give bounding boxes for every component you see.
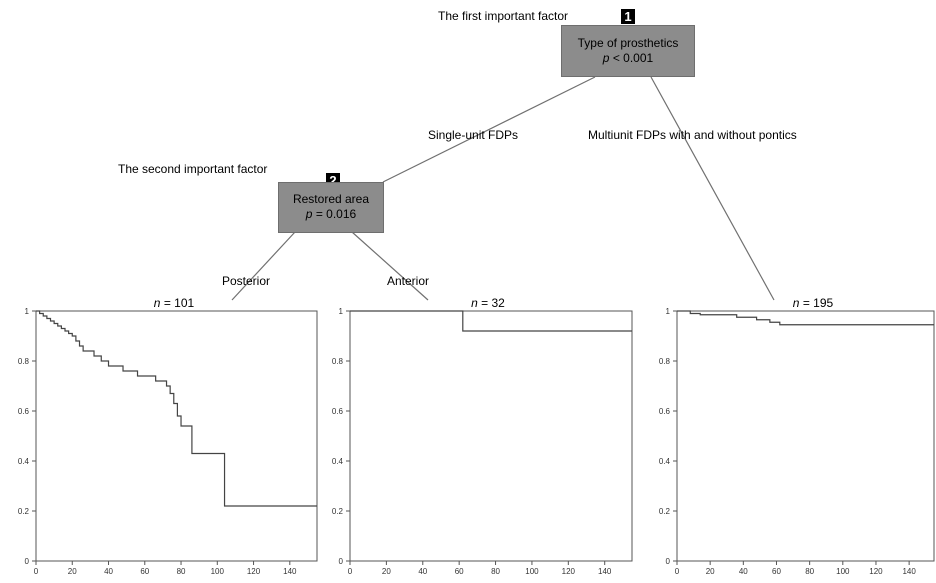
plot-1-x-tick-label: 40: [104, 567, 113, 576]
node-1-badge: 1: [621, 9, 635, 24]
plot-3-x-tick-label: 60: [772, 567, 781, 576]
plot-3-y-tick-label: 1: [666, 307, 671, 316]
plot-1-y-tick-label: 0.8: [18, 357, 30, 366]
plot-2-y-tick-label: 0.8: [332, 357, 344, 366]
node-1-pvalue: p < 0.001: [602, 51, 654, 65]
plot-2-x-tick-label: 60: [455, 567, 464, 576]
first-factor-label: The first important factor: [438, 9, 569, 23]
plot-3-x-tick-label: 140: [902, 567, 916, 576]
plot-2-x-tick-label: 20: [382, 567, 391, 576]
plot-1-x-tick-label: 120: [247, 567, 261, 576]
edge-anterior: [351, 231, 429, 301]
plot-1-y-tick-label: 0: [25, 557, 30, 566]
plot-2-y-tick-label: 0.2: [332, 507, 344, 516]
edge-label-posterior: Posterior: [222, 274, 271, 288]
plot-1-x-tick-label: 140: [283, 567, 297, 576]
plot-2-x-tick-label: 40: [418, 567, 427, 576]
plot-1-x-tick-label: 60: [140, 567, 149, 576]
plot-1-x-tick-label: 80: [177, 567, 186, 576]
edge-label-single-unit: Single-unit FDPs: [428, 128, 519, 142]
plot-2-x-tick-label: 80: [491, 567, 500, 576]
plot-1-y-tick-label: 1: [25, 307, 30, 316]
plot-1-y-tick-label: 0.6: [18, 407, 30, 416]
plot-2-y-tick-label: 0.6: [332, 407, 344, 416]
plot-2-x-tick-label: 120: [562, 567, 576, 576]
plot-1-frame: [35, 310, 318, 562]
plot-3-y-tick-label: 0: [666, 557, 671, 566]
plot-3-y-tick-label: 0.6: [659, 407, 671, 416]
node-restored-area: Restored area p = 0.016: [278, 182, 384, 233]
plot-1-y-tick-label: 0.2: [18, 507, 30, 516]
panel-2-n-label: n = 32: [471, 296, 505, 310]
plot-2-x-tick-label: 0: [348, 567, 353, 576]
plot-2-survival-curve: [350, 310, 632, 332]
plot-3-y-tick-label: 0.4: [659, 457, 671, 466]
plot-3-survival-curve: [677, 310, 934, 326]
plot-3-y-tick-label: 0.8: [659, 357, 671, 366]
panel-1-n-label: n = 101: [153, 296, 195, 310]
plot-3-x-tick-label: 20: [706, 567, 715, 576]
plot-3-frame: [676, 310, 935, 562]
plot-3-x-tick-label: 0: [675, 567, 680, 576]
plot-1-x-tick-label: 0: [34, 567, 39, 576]
plot-2-x-tick-label: 100: [525, 567, 539, 576]
plot-1-x-tick-label: 20: [68, 567, 77, 576]
node-2-pvalue: p = 0.016: [305, 207, 357, 221]
plot-3-x-tick-label: 120: [869, 567, 883, 576]
edge-posterior: [231, 231, 296, 301]
plot-1-x-tick-label: 100: [211, 567, 225, 576]
plot-2-x-tick-label: 140: [598, 567, 612, 576]
plot-2-y-tick-label: 0.4: [332, 457, 344, 466]
plot-3-y-tick-label: 0.2: [659, 507, 671, 516]
plot-2-y-tick-label: 1: [339, 307, 344, 316]
plot-3-x-tick-label: 100: [836, 567, 850, 576]
edge-label-multi-unit: Multiunit FDPs with and without pontics: [588, 128, 797, 142]
plot-3-x-tick-label: 80: [805, 567, 814, 576]
plot-3-x-tick-label: 40: [739, 567, 748, 576]
edge-multi-unit: [650, 76, 775, 301]
node-type-of-prosthetics: Type of prosthetics p < 0.001: [561, 25, 695, 77]
node-2-title: Restored area: [292, 192, 370, 206]
panel-3-n-label: n = 195: [792, 296, 834, 310]
plot-1-y-tick-label: 0.4: [18, 457, 30, 466]
node-1-title: Type of prosthetics: [577, 36, 679, 50]
plot-2-y-tick-label: 0: [339, 557, 344, 566]
edge-single-unit: [382, 76, 596, 183]
edge-label-anterior: Anterior: [387, 274, 430, 288]
plot-1-survival-curve: [36, 310, 317, 507]
second-factor-label: The second important factor: [118, 162, 268, 176]
plot-2-frame: [349, 310, 633, 562]
